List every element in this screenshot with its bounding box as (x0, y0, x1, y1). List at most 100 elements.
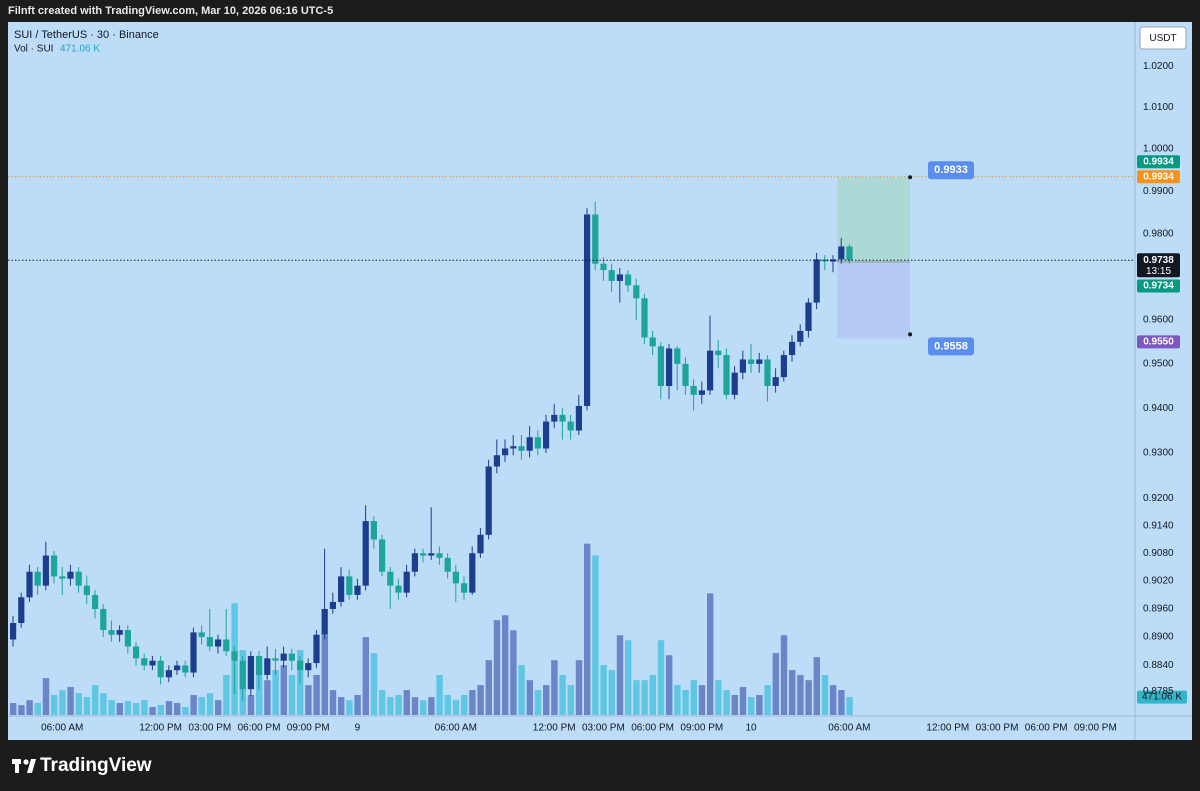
candle-body (780, 355, 787, 378)
volume-bar (616, 635, 624, 715)
plot-area (10, 177, 911, 715)
volume-bar (165, 701, 173, 715)
position-stop-zone (837, 261, 911, 339)
currency-button[interactable] (1139, 26, 1187, 50)
candle-body (338, 576, 345, 602)
volume-bar (354, 695, 361, 715)
candle-body (26, 571, 33, 598)
candle-body (534, 437, 541, 449)
candle-body (461, 583, 468, 593)
volume-bar (26, 700, 33, 715)
volume-bar (313, 675, 320, 715)
y-tick-label: 0.9900 (1143, 186, 1174, 197)
candle-body (215, 639, 222, 647)
candle-body (239, 660, 246, 690)
candle-body (649, 337, 656, 347)
volume-bar (797, 675, 804, 715)
volume-bar (272, 670, 279, 715)
volume-bar (469, 690, 476, 715)
y-tick-label: 0.9020 (1143, 576, 1174, 587)
volume-bar (215, 700, 222, 715)
candle-body (141, 658, 148, 666)
volume-bar (838, 690, 845, 715)
candle-body (272, 658, 279, 661)
x-tick-label: 03:00 PM (976, 723, 1019, 734)
volume-bar (198, 697, 205, 715)
currency-button-label[interactable]: USDT (1149, 33, 1176, 44)
volume-bar (756, 695, 763, 715)
x-tick-label: 06:00 PM (631, 723, 674, 734)
volume-badge (1137, 690, 1187, 704)
candle-body (436, 553, 443, 558)
position-target-label: 0.9933 (934, 164, 968, 176)
candle-body (830, 259, 837, 262)
x-tick-label: 06:00 PM (238, 723, 281, 734)
volume-bar (690, 680, 697, 715)
volume-bar (280, 665, 287, 715)
volume-bar (625, 640, 632, 715)
volume-bar (362, 637, 369, 715)
candle-body (625, 274, 632, 286)
candle-body (739, 359, 746, 373)
volume-bar (182, 707, 189, 715)
candle-body (174, 665, 181, 671)
volume-bar (633, 680, 640, 715)
candle-body (321, 608, 328, 635)
volume-bar (387, 697, 394, 715)
volume-bar (715, 680, 722, 715)
y-tick-label: 1.0100 (1143, 102, 1174, 113)
y-tick-label: 0.9500 (1143, 359, 1174, 370)
candle-body (92, 594, 99, 609)
volume-bar (59, 690, 66, 715)
candle-body (395, 585, 402, 593)
chart-panel (8, 22, 1192, 740)
volume-bar (411, 697, 419, 715)
volume-bar (698, 685, 706, 715)
y-tick-label: 0.8900 (1143, 632, 1174, 643)
candle-body (764, 359, 771, 386)
price-badge-label: 0.9738 (1143, 255, 1174, 266)
volume-bar (395, 695, 402, 715)
volume-badge-label: 471.06 K (1142, 692, 1182, 703)
x-tick-label: 12:00 PM (533, 723, 576, 734)
candle-body (756, 359, 763, 364)
candle-body (108, 630, 115, 635)
volume-bar (379, 690, 386, 715)
candle-body (411, 553, 418, 572)
candle-body (715, 350, 722, 356)
x-tick-label: 09:00 PM (1074, 723, 1117, 734)
volume-bar (739, 687, 747, 715)
candle-body (805, 302, 812, 331)
volume-bar (83, 697, 91, 715)
x-tick-label: 09:00 PM (287, 723, 330, 734)
candle-body (518, 446, 525, 451)
x-tick-label: 9 (355, 723, 361, 734)
volume-bar (174, 703, 181, 715)
candle-body (444, 557, 451, 572)
price-badge (1137, 335, 1180, 349)
candle-body (157, 660, 164, 678)
volume-bar (420, 700, 427, 715)
candle-body (264, 658, 271, 675)
volume-bar (723, 690, 730, 715)
volume-bar (18, 705, 25, 715)
candle-body (182, 665, 189, 673)
volume-bar (92, 685, 99, 715)
x-tick-label: 10 (745, 723, 757, 734)
volume-bar (133, 703, 140, 715)
candle-body (707, 350, 714, 391)
volume-bar (821, 675, 829, 715)
candle-body (116, 630, 123, 635)
candle-body (124, 630, 131, 647)
volume-bar (510, 630, 517, 715)
candle-body (674, 348, 681, 364)
candle-body (59, 576, 66, 579)
candle-body (379, 539, 386, 572)
y-tick-label: 0.9300 (1143, 448, 1174, 459)
y-tick-label: 1.0200 (1143, 61, 1174, 72)
volume-bar (534, 690, 542, 715)
candle-body (420, 553, 427, 556)
candle-body (797, 330, 804, 342)
x-tick-label: 12:00 PM (139, 723, 182, 734)
